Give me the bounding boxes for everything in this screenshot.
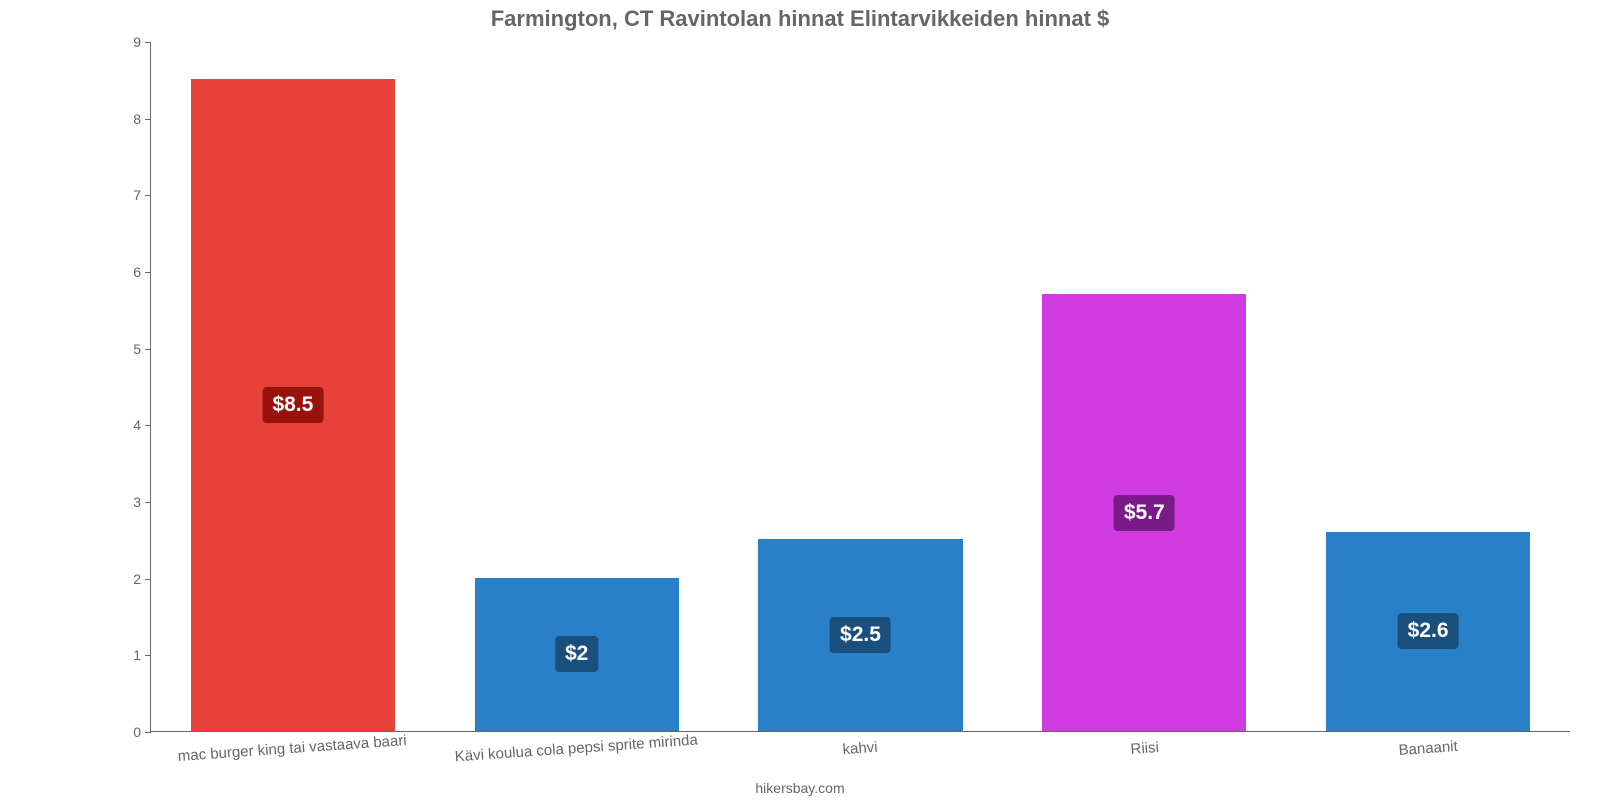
x-label-slot: Riisi	[1002, 732, 1286, 749]
value-badge: $2.6	[1398, 613, 1459, 649]
value-badge: $2.5	[830, 617, 891, 653]
y-tick-label: 2	[111, 571, 141, 587]
plot-area: 0123456789 $8.5$2$2.5$5.7$2.6	[150, 42, 1570, 732]
chart-title: Farmington, CT Ravintolan hinnat Elintar…	[0, 6, 1600, 32]
y-tick-label: 6	[111, 264, 141, 280]
value-badge: $2	[555, 636, 598, 672]
bar-slot: $2.6	[1286, 42, 1570, 731]
x-axis-label: Kävi koulua cola pepsi sprite mirinda	[455, 732, 699, 766]
bar-slot: $2	[435, 42, 719, 731]
bar: $8.5	[191, 79, 395, 731]
x-label-slot: Kävi koulua cola pepsi sprite mirinda	[434, 732, 718, 749]
y-tick-label: 8	[111, 111, 141, 127]
value-badge: $8.5	[262, 387, 323, 423]
attribution-text: hikersbay.com	[0, 780, 1600, 796]
y-tick-label: 5	[111, 341, 141, 357]
bar: $2.5	[758, 539, 962, 731]
bar: $5.7	[1042, 294, 1246, 731]
x-axis-label: Banaanit	[1398, 738, 1458, 759]
y-tick-label: 3	[111, 494, 141, 510]
bars-container: $8.5 $2 $2.5 $5.7 $2.6	[151, 42, 1570, 731]
x-label-slot: Banaanit	[1286, 732, 1570, 749]
bar-slot: $2.5	[719, 42, 1003, 731]
x-label-slot: kahvi	[718, 732, 1002, 749]
y-tick-label: 7	[111, 187, 141, 203]
bar: $2.6	[1326, 532, 1530, 731]
y-tick-label: 0	[111, 724, 141, 740]
bar-slot: $8.5	[151, 42, 435, 731]
x-axis-labels: mac burger king tai vastaava baariKävi k…	[150, 732, 1570, 749]
y-tick-label: 4	[111, 417, 141, 433]
x-label-slot: mac burger king tai vastaava baari	[150, 732, 434, 749]
value-badge: $5.7	[1114, 495, 1175, 531]
bar-slot: $5.7	[1002, 42, 1286, 731]
bar: $2	[475, 578, 679, 731]
x-axis-label: mac burger king tai vastaava baari	[178, 732, 408, 765]
y-tick-label: 9	[111, 34, 141, 50]
x-axis-label: kahvi	[842, 739, 878, 758]
x-axis-label: Riisi	[1130, 739, 1159, 758]
y-tick-label: 1	[111, 647, 141, 663]
